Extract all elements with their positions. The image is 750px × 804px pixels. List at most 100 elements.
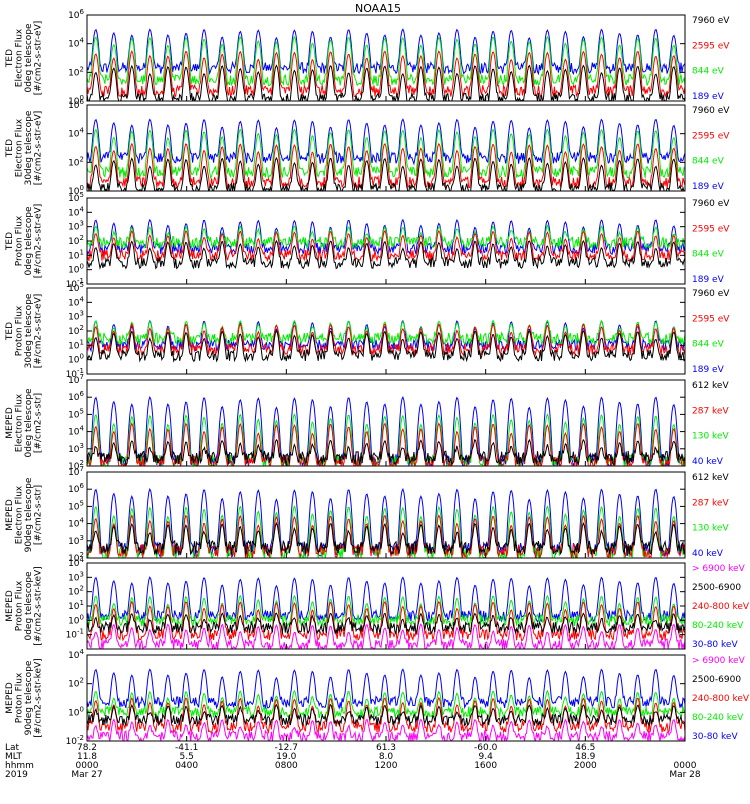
y-axis-label-line: MEPED [5,407,15,439]
y-axis-label-line: [#/cm2-s-str-keV] [34,658,44,737]
series-line-7960-eV [87,239,685,270]
legend-entry: 40 keV [692,457,724,467]
legend-entry: 80-240 keV [692,713,744,723]
figure-title: NOAA15 [355,2,401,15]
y-axis-label-line: 0deg telescope [24,571,34,641]
tick-label-base: 10 [68,341,80,351]
time-axis-row-label: hhmm [5,761,34,771]
y-tick-label: 107 [68,465,84,478]
series-line-2500-6900 [87,611,685,636]
legend-entry: 2595 eV [692,131,730,141]
legend-entry: 80-240 keV [692,621,744,631]
legend-entry: 130 keV [692,432,729,442]
tick-label-base: 10 [68,468,80,478]
series-line-30-80-keV [87,576,685,623]
legend-entry: 7960 eV [692,106,730,116]
tick-label-base: 10 [68,537,80,547]
y-tick-label: 102 [68,155,84,168]
y-tick-label: 101 [68,599,84,612]
tick-label-base: 10 [68,445,80,455]
tick-label-base: 10 [68,554,80,564]
tick-label-base: 10 [68,40,80,50]
series-line-40-keV [87,487,685,558]
legend-entry: 7960 eV [692,199,730,209]
tick-label-base: 10 [68,251,80,261]
series-line-287-keV [87,421,685,466]
y-tick-label: 101 [68,338,84,351]
series-line-130-keV [87,413,685,466]
y-tick-label: 100 [68,613,84,626]
tick-label-exponent: 4 [80,425,85,433]
legend-entry: 7960 eV [692,16,730,26]
panel-traces [87,668,685,741]
y-axis-label: MEPEDElectron Flux90deg telescope[#/cm2-… [5,477,44,552]
time-axis-hhmm-label: 1200 [375,761,398,771]
tick-label-exponent: 6 [80,98,85,106]
time-axis-row-label: 2019 [5,770,28,780]
y-tick-label: 103 [68,534,84,547]
y-tick-label: 102 [68,65,84,78]
series-line-2595-eV [87,49,685,99]
series-line-80-240-keV [87,689,685,720]
tick-label-base: 10 [68,602,80,612]
tick-label-base: 10 [68,616,80,626]
panel-traces [87,395,685,466]
tick-label-base: 10 [68,237,80,247]
tick-label-base: 10 [68,101,80,111]
tick-label-exponent: 5 [80,191,84,199]
y-axis-label-line: Electron Flux [15,28,25,87]
tick-label-base: 10 [68,410,80,420]
panel-traces [87,28,685,101]
tick-label-exponent: 0 [80,94,84,102]
y-axis-label-line: [#/cm2-s-str-keV] [34,566,44,645]
y-tick-label: 103 [68,570,84,583]
time-axis-lat-label: -41.1 [175,743,198,753]
legend-entry: 30-80 keV [692,732,738,742]
time-axis-hhmm-label: 2000 [574,761,597,771]
y-axis-label-line: 90deg telescope [24,477,34,552]
y-axis-label-line: 0deg telescope [24,388,34,458]
series-line-844-eV [87,319,685,346]
tick-label-base: 10 [68,559,80,569]
y-axis-label-line: [#/cm2-s-str-eV] [34,204,44,279]
tick-label-base: 10 [68,130,80,140]
time-axis-mlt-label: 8.0 [379,752,394,762]
tick-label-exponent: 4 [80,127,85,135]
y-tick-label: 104 [68,556,84,569]
tick-label-base: 10 [68,158,80,168]
y-axis-label: MEPEDProton Flux90deg telescope[#/cm2-s-… [5,658,44,737]
y-tick-label: 102 [68,324,84,337]
y-axis-label-line: 90deg telescope [24,660,34,735]
y-axis-label-line: Electron Flux [15,485,25,544]
y-axis-label-line: Electron Flux [15,118,25,177]
tick-label-exponent: 2 [80,234,84,242]
legend-entry: 40 keV [692,549,724,559]
y-tick-label: 100 [68,94,84,107]
legend-entry: 2595 eV [692,41,730,51]
y-axis-label-line: Proton Flux [15,305,25,356]
y-axis-label-line: [#/cm2-s-str] [34,485,44,545]
series-line-130-keV [87,505,685,558]
y-axis-label-line: Proton Flux [15,580,25,631]
y-tick-label: 104 [68,127,84,140]
series-line-844-eV [87,224,685,250]
tick-label-exponent: 1 [80,338,84,346]
y-axis-label: MEPEDProton Flux0deg telescope[#/cm2-s-s… [5,566,44,645]
y-tick-label: 104 [68,425,84,438]
tick-label-exponent: 7 [80,465,84,473]
legend-entry: 130 keV [692,524,729,534]
y-tick-label: 102 [68,585,84,598]
y-axis-label-line: TED [5,322,15,341]
y-axis-label-line: [#/cm2-s-str-eV] [34,294,44,369]
tick-label-exponent: 2 [80,551,84,559]
tick-label-base: 10 [66,631,78,641]
legend-entry: 2595 eV [692,224,730,234]
tick-label-base: 10 [68,266,80,276]
tick-label-exponent: 2 [80,459,84,467]
panel-traces [87,319,685,363]
